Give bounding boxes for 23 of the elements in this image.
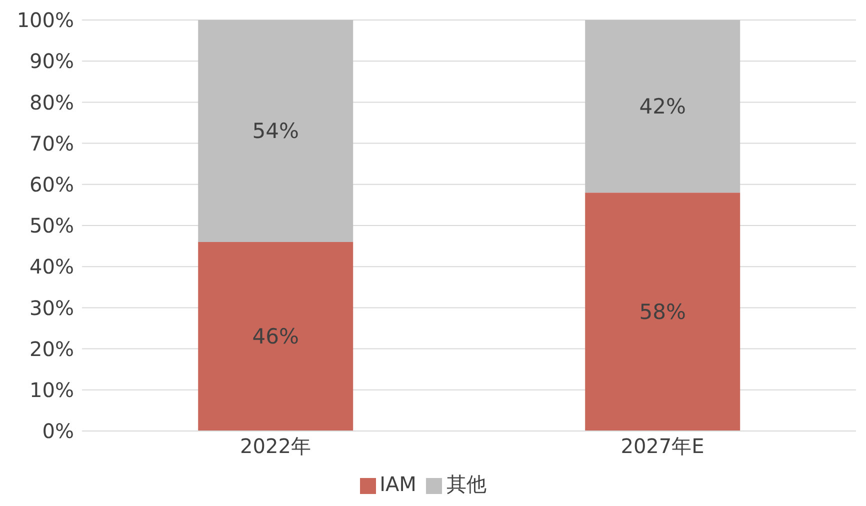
bar [198,20,354,242]
y-tick-label: 20% [30,336,74,361]
y-tick-label: 90% [30,49,74,74]
y-tick-label: 0% [42,419,74,444]
y-tick-label: 50% [30,214,74,238]
data-label: 58% [639,300,686,324]
y-tick-label: 10% [30,378,74,402]
bar [585,20,740,193]
bar [198,242,354,431]
data-label: 54% [252,118,299,143]
legend-label: IAM [380,472,416,496]
data-label: 46% [252,324,299,348]
y-tick-label: 40% [30,254,74,279]
data-label: 42% [639,94,686,118]
y-tick-label: 80% [30,90,74,114]
y-tick-label: 70% [30,131,74,156]
bar [585,192,740,431]
x-tick-label: 2022年 [240,434,311,458]
y-tick-label: 60% [30,172,74,196]
y-tick-label: 100% [16,8,74,32]
legend-label: 其他 [446,472,486,496]
x-tick-label: 2027年E [620,434,704,458]
y-tick-label: 30% [30,296,74,320]
